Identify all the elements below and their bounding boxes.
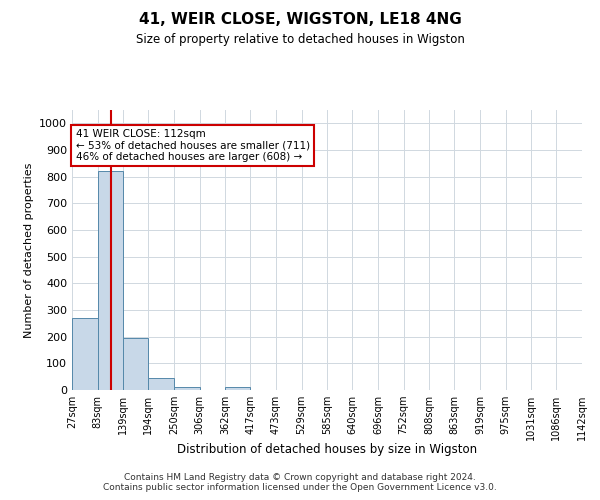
- Text: Size of property relative to detached houses in Wigston: Size of property relative to detached ho…: [136, 32, 464, 46]
- Bar: [123, 338, 148, 390]
- Bar: [225, 388, 250, 390]
- Bar: [148, 378, 174, 390]
- Text: 41, WEIR CLOSE, WIGSTON, LE18 4NG: 41, WEIR CLOSE, WIGSTON, LE18 4NG: [139, 12, 461, 28]
- Text: 41 WEIR CLOSE: 112sqm
← 53% of detached houses are smaller (711)
46% of detached: 41 WEIR CLOSE: 112sqm ← 53% of detached …: [76, 128, 310, 162]
- Bar: [174, 388, 200, 390]
- Bar: [72, 318, 98, 390]
- Bar: [98, 172, 123, 390]
- Text: Distribution of detached houses by size in Wigston: Distribution of detached houses by size …: [177, 442, 477, 456]
- Text: Contains HM Land Registry data © Crown copyright and database right 2024.
Contai: Contains HM Land Registry data © Crown c…: [103, 472, 497, 492]
- Y-axis label: Number of detached properties: Number of detached properties: [23, 162, 34, 338]
